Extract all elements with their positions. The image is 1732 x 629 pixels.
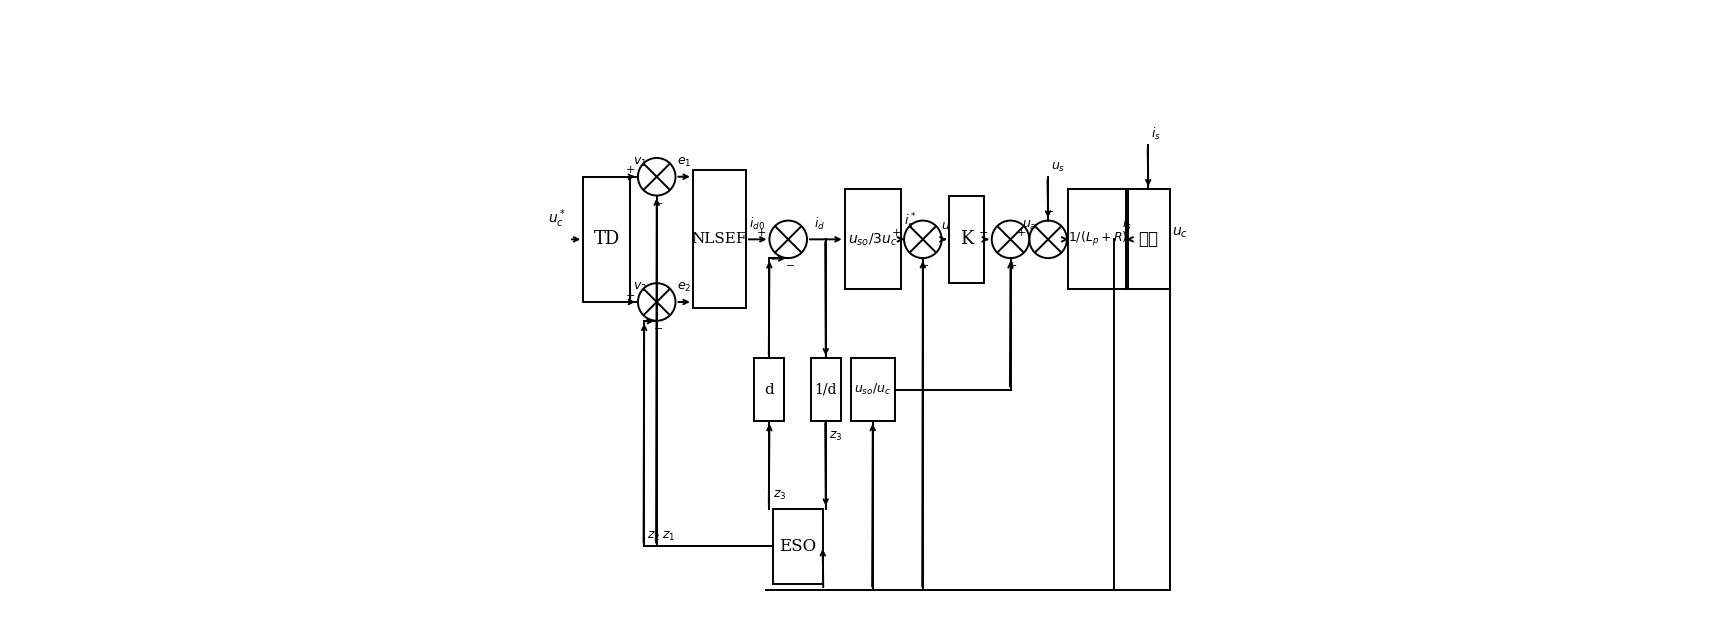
Text: +: + [979, 228, 987, 238]
Text: $z_3$: $z_3$ [772, 489, 786, 503]
Text: $z_2$: $z_2$ [648, 530, 660, 543]
Text: +: + [757, 228, 766, 238]
Text: $i_d$: $i_d$ [814, 216, 824, 232]
Text: $v_2$: $v_2$ [632, 281, 646, 294]
Text: $1/(L_p+R)$: $1/(L_p+R)$ [1067, 230, 1128, 248]
Text: $u_{so}/3u_c$: $u_{so}/3u_c$ [847, 231, 897, 248]
Text: K: K [960, 230, 973, 248]
Text: +: + [625, 291, 634, 301]
Bar [843, 189, 901, 289]
Text: TD: TD [592, 230, 620, 248]
Bar [1126, 189, 1169, 289]
Text: +: + [890, 228, 901, 238]
Text: $i_s$: $i_s$ [1122, 216, 1131, 232]
Text: $z_3$: $z_3$ [828, 430, 842, 443]
Text: d: d [764, 382, 774, 397]
Text: −: − [920, 261, 928, 271]
Text: $z_1$: $z_1$ [662, 530, 675, 543]
Text: $u_{so}/u_c$: $u_{so}/u_c$ [854, 382, 890, 397]
Bar [582, 177, 630, 302]
Text: 对象: 对象 [1138, 231, 1157, 248]
Text: $u$: $u$ [940, 219, 949, 232]
Bar [1069, 189, 1128, 289]
Text: $u_c^*$: $u_c^*$ [547, 208, 566, 230]
Text: +: + [1017, 228, 1025, 238]
Bar [753, 359, 785, 421]
Text: −: − [785, 261, 795, 271]
Text: −: − [653, 199, 663, 209]
Text: $u_c$: $u_c$ [1171, 226, 1188, 240]
Bar [949, 196, 984, 283]
Bar [811, 359, 840, 421]
Text: 1/d: 1/d [814, 382, 837, 397]
Text: +: + [625, 165, 634, 175]
Text: ESO: ESO [779, 538, 816, 555]
Text: $e_1$: $e_1$ [677, 156, 691, 169]
Text: NLSEF: NLSEF [691, 232, 746, 247]
Text: $i_{d0}$: $i_{d0}$ [748, 216, 764, 232]
Text: +: + [1006, 261, 1017, 271]
Text: −: − [653, 324, 663, 334]
Text: $i_s$: $i_s$ [1150, 126, 1160, 142]
Text: $i_s^*$: $i_s^*$ [904, 212, 916, 232]
Text: $u_s$: $u_s$ [1051, 160, 1065, 174]
Text: $u_a$: $u_a$ [1022, 219, 1036, 232]
Text: $e_2$: $e_2$ [677, 281, 691, 294]
Bar [693, 170, 745, 308]
Text: $v_1$: $v_1$ [632, 156, 648, 169]
Bar [772, 509, 823, 584]
Bar [850, 359, 894, 421]
Text: −: − [1044, 208, 1055, 218]
